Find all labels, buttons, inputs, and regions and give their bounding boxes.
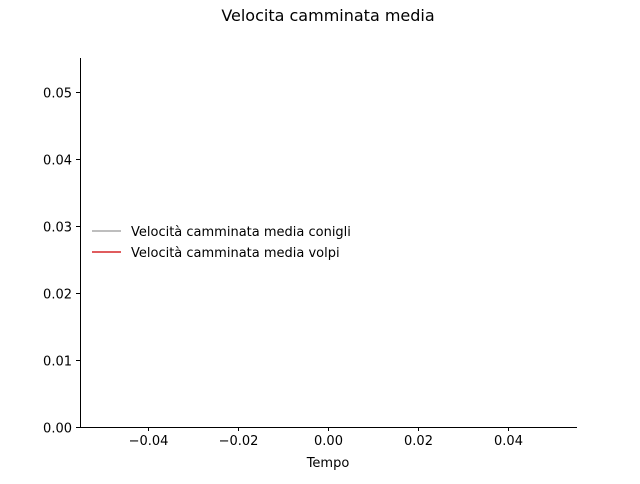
x-tick-label: −0.04 <box>129 434 169 449</box>
y-tick-label: 0.00 <box>43 422 72 437</box>
x-tick-label: 0.02 <box>404 434 433 449</box>
x-axis-ticks: −0.04 −0.02 0.00 0.02 0.04 <box>129 427 523 449</box>
y-tick-label: 0.03 <box>43 221 72 236</box>
x-tick-label: 0.00 <box>314 434 343 449</box>
x-tick-label: −0.02 <box>219 434 259 449</box>
legend-label: Velocità camminata media volpi <box>131 246 340 261</box>
legend-label: Velocità camminata media conigli <box>131 225 351 240</box>
x-tick-label: 0.04 <box>494 434 523 449</box>
chart-title: Velocita camminata media <box>221 6 434 25</box>
y-tick-label: 0.01 <box>43 355 72 370</box>
y-tick-label: 0.05 <box>43 87 72 102</box>
y-tick-label: 0.04 <box>43 154 72 169</box>
y-tick-label: 0.02 <box>43 288 72 303</box>
legend: Velocità camminata media conigli Velocità… <box>92 225 351 261</box>
y-axis-ticks: 0.00 0.01 0.02 0.03 0.04 0.05 <box>43 87 80 437</box>
x-axis-label: Tempo <box>306 456 350 471</box>
